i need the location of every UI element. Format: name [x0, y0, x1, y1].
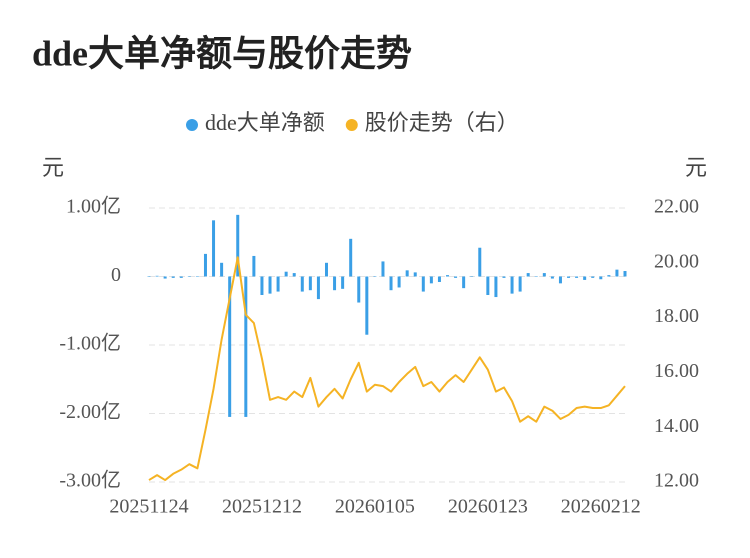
bar [163, 276, 167, 279]
y2-tick-label: 20.00 [654, 250, 699, 272]
bar [607, 275, 611, 277]
bar [405, 270, 409, 277]
y-tick-label: 0 [111, 264, 121, 286]
bar [502, 276, 506, 278]
bar [583, 276, 587, 280]
bar [341, 276, 345, 289]
bar [591, 276, 595, 278]
x-tick-label: 20260123 [448, 496, 528, 518]
y-tick-label: -2.00亿 [59, 400, 121, 423]
bar [212, 220, 216, 277]
bar [220, 262, 224, 277]
bar [478, 247, 482, 277]
legend-label: dde大单净额 [205, 110, 325, 135]
x-tick-label: 20251124 [109, 496, 188, 518]
bar [333, 276, 337, 291]
bar [179, 276, 183, 278]
bar [268, 276, 272, 294]
x-tick-label: 20251212 [222, 496, 302, 518]
bar [236, 214, 240, 277]
bar [316, 276, 320, 300]
bar [550, 276, 554, 279]
y-tick-label: -3.00亿 [59, 469, 121, 492]
y2-tick-label: 12.00 [654, 470, 699, 492]
bar [252, 255, 256, 277]
y2-tick-label: 16.00 [654, 360, 699, 382]
y-tick-label: -1.00亿 [59, 332, 121, 355]
bar [510, 276, 514, 294]
bar [308, 276, 312, 291]
bar [397, 276, 401, 288]
x-tick-label: 20260105 [335, 496, 415, 518]
bar [446, 275, 450, 277]
bar [558, 276, 562, 284]
bar [486, 276, 490, 295]
bar [147, 276, 151, 277]
y2-tick-label: 18.00 [654, 305, 699, 327]
bar [171, 276, 175, 278]
bar [300, 276, 304, 292]
bar [470, 276, 474, 277]
y-axis-label: 元 [42, 155, 64, 180]
bar [260, 276, 264, 295]
bar [324, 262, 328, 277]
y2-tick-label: 22.00 [654, 196, 699, 218]
bar [421, 276, 425, 292]
y2-tick-label: 14.00 [654, 415, 699, 437]
y-tick-label: 1.00亿 [66, 195, 121, 218]
bar [462, 276, 466, 289]
bar [575, 276, 579, 278]
bar [187, 276, 191, 277]
bar [357, 276, 361, 303]
bar [615, 269, 619, 277]
bar [381, 261, 385, 277]
bar [365, 276, 369, 335]
price-line [148, 256, 626, 482]
bar [623, 271, 627, 277]
bar [389, 276, 393, 291]
bar [292, 273, 296, 277]
bar [526, 273, 530, 277]
legend-marker [186, 119, 198, 131]
bar [349, 238, 353, 277]
chart-title: dde大单净额与股价走势 [32, 33, 412, 73]
bar [494, 276, 498, 298]
bar [413, 272, 417, 277]
bar [155, 275, 159, 277]
bar [195, 276, 199, 277]
bar [437, 276, 441, 282]
bar [599, 276, 603, 280]
bar [518, 276, 522, 292]
bar [203, 253, 207, 277]
y2-axis-label: 元 [685, 155, 707, 180]
bar [373, 276, 377, 277]
bar [534, 276, 538, 277]
legend-marker [345, 119, 358, 131]
bar [244, 276, 248, 417]
bar [542, 273, 546, 277]
bar [228, 276, 232, 417]
bar [567, 276, 571, 278]
bar [429, 276, 433, 284]
bar [276, 276, 280, 292]
legend-label: 股价走势（右） [365, 110, 519, 135]
bar [454, 276, 458, 278]
x-tick-label: 20260212 [561, 496, 641, 518]
bar [284, 271, 288, 277]
